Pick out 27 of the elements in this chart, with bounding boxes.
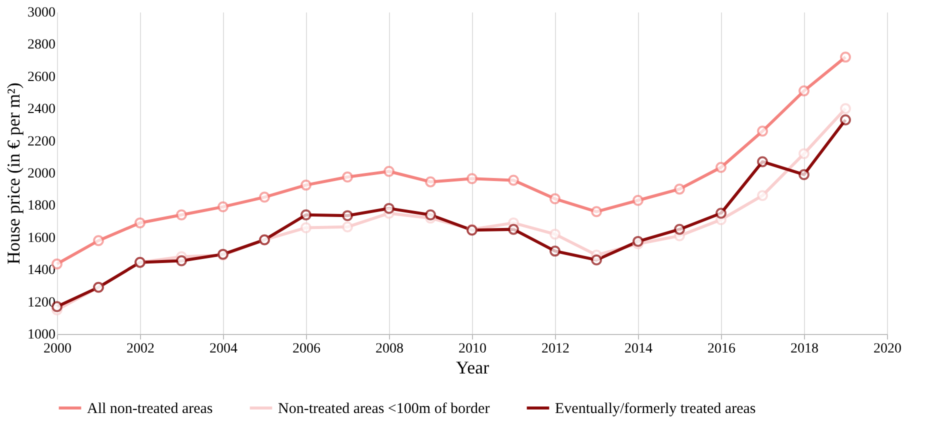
x-tick-label: 2012 (542, 342, 570, 356)
y-tick-label: 2800 (28, 38, 56, 53)
x-tick-label: 2018 (790, 342, 818, 356)
y-tick-label: 2000 (28, 166, 56, 182)
x-tick-label: 2016 (708, 342, 736, 356)
legend-label: Non-treated areas <100m of border (278, 401, 490, 417)
x-tick-label: 2020 (874, 342, 902, 356)
y-tick-label: 1200 (28, 295, 56, 310)
y-tick-label: 1000 (28, 328, 56, 342)
x-tick-label: 2010 (458, 342, 486, 356)
y-tick-label: 2200 (28, 134, 56, 150)
y-tick-label: 1400 (28, 263, 56, 278)
x-axis-title: Year (456, 358, 490, 378)
y-tick-label: 1800 (28, 198, 56, 214)
y-tick-label: 1600 (28, 230, 56, 246)
x-tick-label: 2004 (210, 342, 238, 356)
x-tick-label: 2002 (126, 342, 154, 356)
y-tick-label: 3000 (28, 6, 56, 20)
x-tick-label: 2014 (624, 342, 652, 356)
y-tick-label: 2600 (28, 70, 56, 85)
legend-label: Eventually/formerly treated areas (555, 401, 756, 417)
legend-label: All non-treated areas (87, 401, 213, 417)
x-tick-label: 2008 (376, 342, 404, 356)
x-tick-label: 2006 (292, 342, 320, 356)
x-tick-label: 2000 (44, 342, 72, 356)
y-tick-label: 2400 (28, 102, 56, 118)
y-axis-title: House price (in € per m²) (4, 82, 24, 264)
